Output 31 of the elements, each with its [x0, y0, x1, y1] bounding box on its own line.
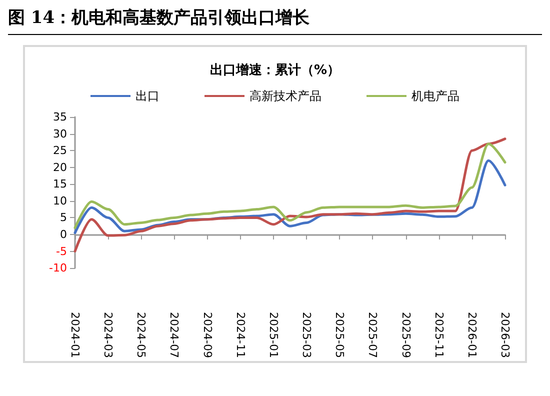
y-tick-label: 15 [53, 178, 67, 191]
y-tick-label: 0 [60, 228, 67, 241]
x-tick-label: 2025-05 [333, 312, 346, 358]
x-tick-label: 2024-01 [68, 312, 82, 358]
x-tick-label: 2025-01 [266, 312, 280, 358]
x-tick-label: 2025-11 [432, 312, 446, 358]
y-tick-label: 25 [53, 144, 67, 158]
y-tick-label: -5 [56, 244, 67, 258]
line-series [74, 142, 506, 230]
legend-label: 高新技术产品 [250, 89, 322, 103]
y-tick-label: 35 [53, 110, 67, 124]
chart-subtitle: 出口增速：累计（%） [210, 63, 340, 78]
x-tick-label: 2026-01 [465, 312, 478, 358]
y-tick-label: -10 [49, 262, 67, 275]
x-tick-label: 2025-09 [399, 312, 412, 358]
x-tick-label: 2024-05 [134, 312, 148, 358]
x-tick-label: 2025-03 [300, 312, 314, 358]
y-tick-label: 20 [53, 160, 67, 174]
x-tick-label: 2026-03 [498, 312, 512, 358]
x-tick-label: 2025-07 [366, 312, 380, 358]
y-tick-label: 5 [60, 211, 67, 224]
legend-label: 出口 [136, 89, 160, 103]
x-tick-label: 2024-07 [168, 312, 181, 358]
y-tick-label: 30 [53, 127, 67, 140]
line-series [74, 138, 506, 253]
chart-title: 图 14：机电和高基数产品引领出口增长 [8, 6, 542, 35]
legend-label: 机电产品 [412, 89, 460, 103]
y-tick-label: 10 [53, 194, 67, 208]
x-tick-label: 2024-09 [200, 312, 214, 358]
x-tick-label: 2024-11 [234, 312, 247, 358]
x-tick-label: 2024-03 [102, 312, 115, 358]
